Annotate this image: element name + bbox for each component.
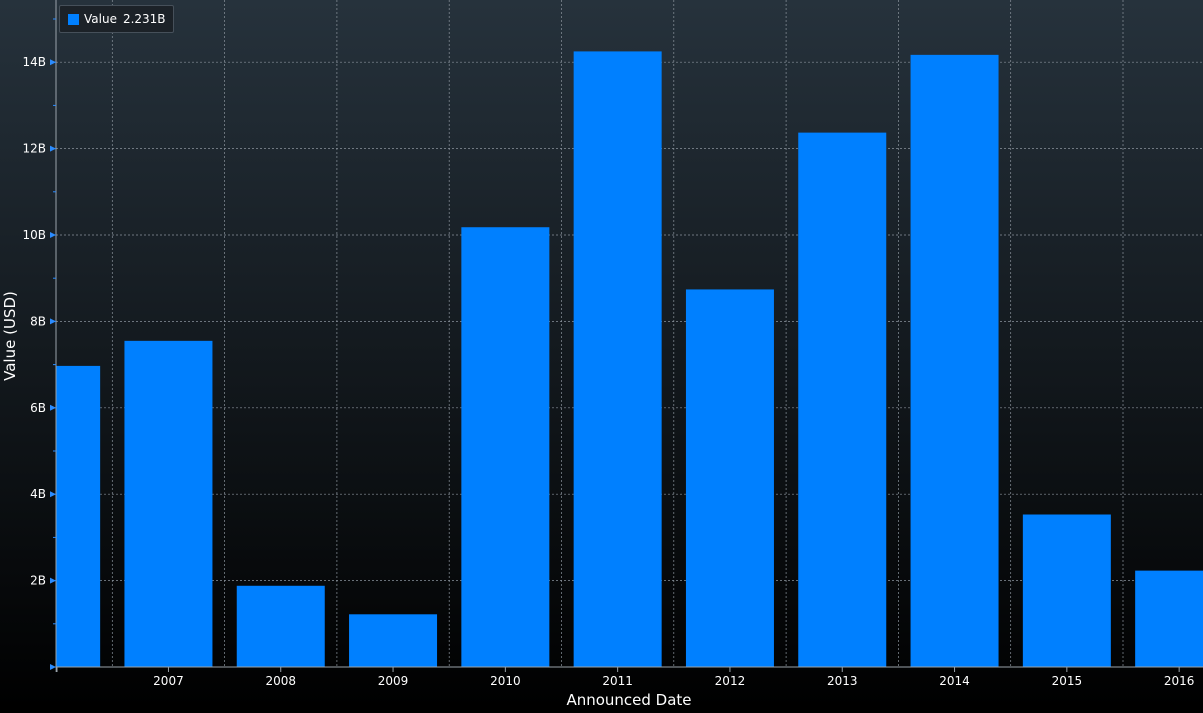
y-axis-title: Value (USD) <box>1 291 19 381</box>
bar-2010[interactable] <box>461 227 550 667</box>
x-tick-label: 2008 <box>265 674 296 688</box>
legend-series-label: Value <box>84 12 117 26</box>
bar-2008[interactable] <box>236 585 325 667</box>
x-tick-label: 2009 <box>378 674 409 688</box>
x-tick-label: 2011 <box>602 674 633 688</box>
y-major-tick <box>50 491 56 498</box>
x-tick-label: 2010 <box>490 674 521 688</box>
x-tick-label: 2012 <box>715 674 746 688</box>
x-tick-label: 2007 <box>153 674 184 688</box>
bar-2011[interactable] <box>573 51 662 667</box>
legend-series-value: 2.231B <box>122 12 166 26</box>
y-major-tick <box>50 59 56 66</box>
x-tick-label: 2015 <box>1052 674 1083 688</box>
y-tick-label: 14B <box>22 55 46 69</box>
y-tick-label: 4B <box>30 487 46 501</box>
y-major-tick <box>50 318 56 325</box>
bars <box>56 51 1203 668</box>
axes: 2B 4B 6B 8B 10B 12B 14B 2007 2008 2009 2010 2011 201… <box>22 0 1203 688</box>
y-major-tick <box>50 232 56 238</box>
axis-labels: Value (USD) Announced Date <box>1 291 692 709</box>
x-axis-title: Announced Date <box>566 691 691 709</box>
bar-2016[interactable] <box>1135 570 1203 667</box>
y-major-tick <box>50 577 56 584</box>
legend-swatch <box>68 13 79 25</box>
bar-2012[interactable] <box>685 289 774 667</box>
x-tick-label: 2013 <box>827 674 858 688</box>
x-tick-label: 2016 <box>1164 674 1195 688</box>
y-tick-label: 6B <box>30 401 46 415</box>
x-tick-label: 2014 <box>939 674 970 688</box>
y-tick-label: 8B <box>30 314 46 328</box>
bar-2013[interactable] <box>798 132 887 668</box>
bar-2006[interactable] <box>56 365 101 667</box>
y-tick-label: 2B <box>30 574 46 588</box>
y-tick-label: 12B <box>22 142 46 156</box>
bar-2014[interactable] <box>910 54 999 667</box>
y-tick-label: 10B <box>22 228 46 242</box>
y-major-tick <box>50 145 56 152</box>
bar-2007[interactable] <box>124 340 213 667</box>
y-zero-tick <box>50 664 56 670</box>
legend[interactable]: Value 2.231B <box>59 5 174 33</box>
y-major-tick <box>50 404 56 411</box>
bar-2015[interactable] <box>1022 514 1111 667</box>
bar-2009[interactable] <box>349 614 438 667</box>
